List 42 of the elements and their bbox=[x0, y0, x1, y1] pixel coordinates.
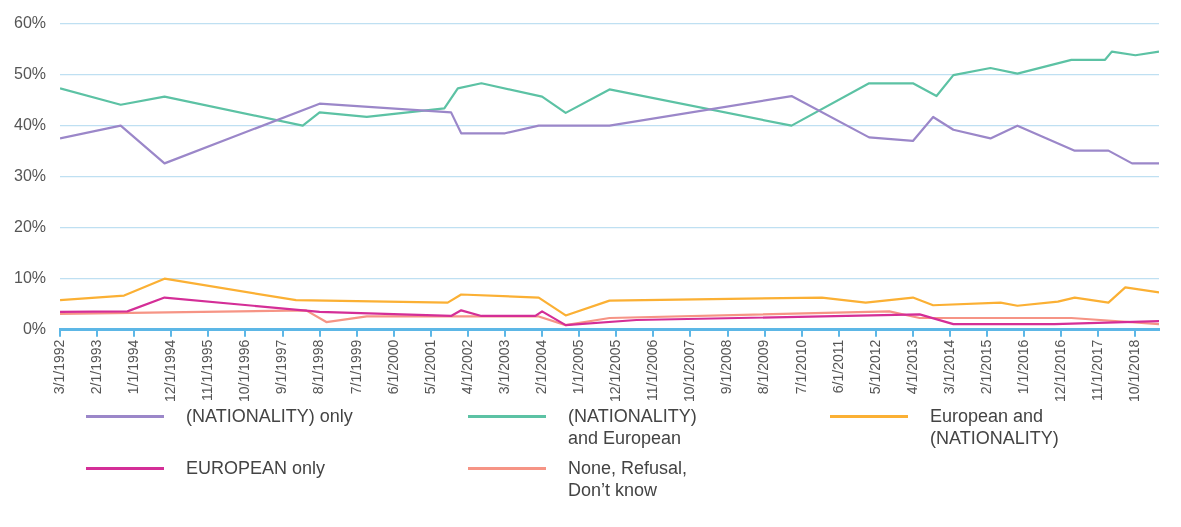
x-tick-label: 1/1/2005 bbox=[570, 339, 587, 395]
x-tick-label: 12/1/2016 bbox=[1052, 339, 1069, 403]
x-tick-label: 12/1/2005 bbox=[607, 339, 624, 403]
x-tick-label: 1/1/2016 bbox=[1015, 339, 1032, 395]
x-tick-label: 6/1/2011 bbox=[829, 339, 846, 394]
y-tick-label: 20% bbox=[13, 218, 47, 236]
x-tick-label: 12/1/1994 bbox=[162, 339, 179, 403]
x-tick-label: 7/1/1999 bbox=[347, 339, 364, 395]
y-tick-label: 60% bbox=[13, 14, 47, 32]
legend-label: (NATIONALITY) and European bbox=[568, 405, 698, 449]
legend-label: None, Refusal, Don’t know bbox=[568, 457, 689, 501]
x-tick-label: 3/1/2014 bbox=[940, 339, 957, 395]
legend-label: EUROPEAN only bbox=[186, 457, 326, 479]
x-tick-label: 8/1/1998 bbox=[310, 339, 327, 395]
x-tick-label: 10/1/2007 bbox=[681, 339, 698, 403]
x-tick-label: 10/1/2018 bbox=[1126, 339, 1143, 403]
x-tick-label: 11/1/1995 bbox=[199, 339, 216, 401]
x-tick-label: 8/1/2009 bbox=[755, 339, 772, 395]
y-tick-label: 40% bbox=[13, 116, 47, 134]
y-tick-label: 0% bbox=[22, 320, 47, 338]
x-tick-label: 11/1/2006 bbox=[644, 339, 661, 401]
y-tick-label: 10% bbox=[13, 269, 47, 287]
x-tick-label: 2/1/2015 bbox=[977, 339, 994, 395]
x-tick-label: 5/1/2012 bbox=[866, 339, 883, 395]
legend-label: European and (NATIONALITY) bbox=[930, 405, 1060, 449]
x-tick-label: 11/1/2017 bbox=[1089, 339, 1106, 401]
x-tick-label: 3/1/2003 bbox=[495, 339, 512, 395]
legend-label: (NATIONALITY) only bbox=[186, 405, 353, 427]
x-tick-label: 9/1/1997 bbox=[273, 339, 290, 395]
x-tick-label: 10/1/1996 bbox=[236, 339, 253, 403]
x-tick-label: 6/1/2000 bbox=[384, 339, 401, 395]
x-tick-label: 7/1/2010 bbox=[792, 339, 809, 395]
x-tick-label: 3/1/1992 bbox=[50, 339, 67, 395]
y-tick-label: 50% bbox=[13, 65, 47, 83]
x-tick-label: 4/1/2013 bbox=[903, 339, 920, 395]
x-tick-label: 5/1/2001 bbox=[421, 339, 438, 395]
x-tick-label: 4/1/2002 bbox=[458, 339, 475, 395]
x-tick-label: 2/1/2004 bbox=[532, 339, 549, 395]
x-tick-label: 2/1/1993 bbox=[87, 339, 104, 395]
x-tick-label: 9/1/2008 bbox=[718, 339, 735, 395]
x-tick-label: 1/1/1994 bbox=[125, 339, 142, 395]
y-tick-label: 30% bbox=[13, 167, 47, 185]
